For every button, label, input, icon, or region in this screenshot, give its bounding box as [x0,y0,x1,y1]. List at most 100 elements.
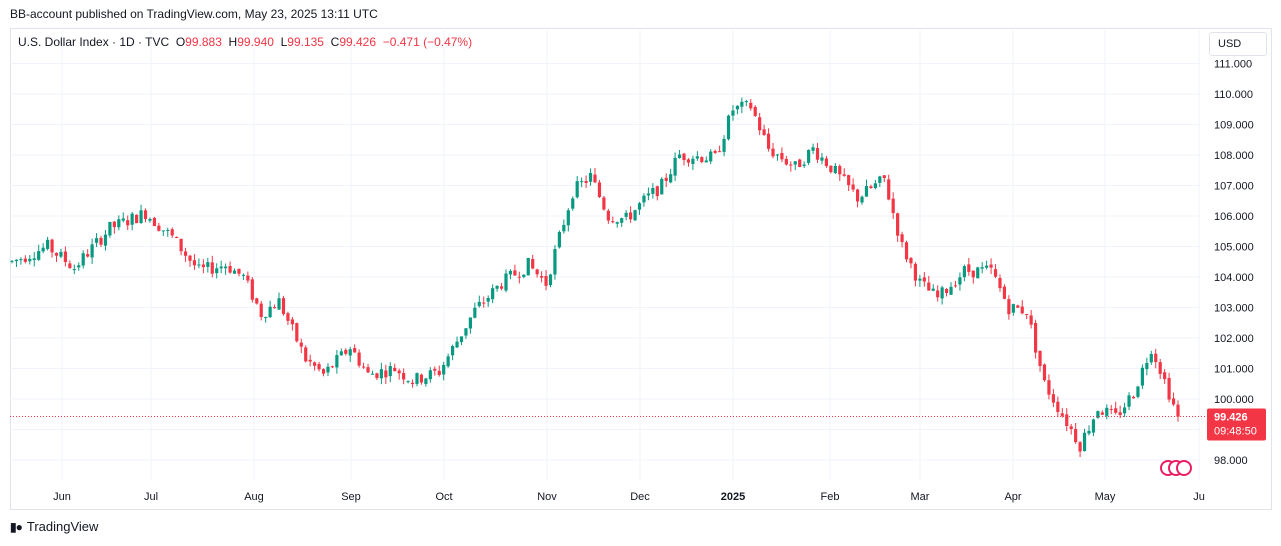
candle-body [704,160,708,163]
candle-body [1100,412,1104,415]
candle-body [1167,378,1171,400]
candle-body [1091,419,1096,433]
chart-frame [10,28,1272,510]
candle-body [629,212,633,220]
event-marker-icon[interactable] [1176,460,1192,476]
y-tick-label: 109.000 [1214,120,1254,132]
last-price-badge [1207,408,1266,441]
candle-body [148,218,152,221]
candle-body [77,265,81,268]
candle-body [588,172,593,182]
candle-body [41,247,45,252]
x-tick-label: Feb [821,491,840,503]
candle-body [1105,407,1109,416]
candle-body [206,262,210,267]
x-tick-label: 2025 [721,491,745,503]
candle-body [904,242,909,260]
candle-body [1114,408,1118,413]
candle-body [829,165,833,173]
candle-body [735,105,740,110]
candle-body [833,165,837,173]
candle-body [224,266,228,269]
candle-body [1074,428,1078,443]
candle-body [1163,372,1167,380]
x-tick-label: Dec [630,491,650,503]
open-label: O [175,35,186,49]
x-tick-label: Aug [244,491,264,503]
candle-body [637,203,642,210]
candle-body [1145,362,1149,370]
candle-body [766,133,771,149]
candle-body [455,341,459,348]
y-tick-label: 104.000 [1214,272,1254,284]
candle-body [949,286,953,295]
candle-body [1140,367,1144,386]
candle-body [335,355,339,368]
candle-body [1051,394,1055,403]
candle-body [410,382,415,385]
candle-body [321,369,326,374]
x-tick-label: Apr [1004,491,1021,503]
candle-body [259,303,263,318]
candle-body [744,101,748,103]
high-label: H [228,35,238,49]
candle-body [851,184,855,190]
candle-body [326,366,330,373]
candle-body [1136,386,1140,397]
candle-body [446,356,450,367]
candle-body [891,198,895,214]
candle-body [526,257,530,276]
symbol-name[interactable]: U.S. Dollar Index · 1D · TVC [18,35,170,49]
candle-body [170,229,174,236]
candle-body [936,290,940,298]
candle-body [353,348,357,353]
candle-body [539,276,544,278]
candle-body [918,278,922,281]
candle-body [691,158,695,164]
candle-body [135,214,139,224]
currency-selector[interactable]: USD [1209,32,1267,56]
footer-brand[interactable]: ▮● TradingView [10,519,98,534]
candle-body [793,161,797,165]
candle-body [553,249,557,275]
candle-body [277,298,281,310]
candle-body [664,177,668,181]
open-value: 99.883 [185,35,222,49]
candle-body [402,372,406,380]
candle-body [215,268,219,274]
candle-body [130,213,134,225]
candle-body [1176,404,1180,417]
candle-body [183,251,188,256]
candle-body [864,186,869,197]
candle-body [731,110,735,116]
candle-body [468,317,472,329]
candle-body [873,183,877,189]
candle-body [820,157,824,161]
candle-body [166,230,170,232]
candle-body [361,366,366,368]
candle-body [201,264,205,268]
candle-body [415,373,419,384]
candle-body [677,154,682,158]
candle-body [811,147,815,151]
candle-body [379,369,383,379]
candle-body [709,151,713,162]
candle-body [1069,426,1073,429]
candle-body [308,359,312,362]
candle-body [464,328,468,336]
candle-body [1118,412,1122,415]
candle-body [682,153,686,161]
candle-body [562,224,566,232]
candle-body [669,174,673,183]
candle-body [375,373,379,379]
candle-body [143,210,148,220]
candle-body [1047,380,1051,395]
candle-body [366,367,370,373]
low-value: 99.135 [287,35,324,49]
us-flag-event-icon[interactable] [1160,460,1192,476]
candle-body [753,107,757,116]
candle-body [557,231,561,248]
candle-body [428,370,432,380]
candle-body [179,238,183,252]
